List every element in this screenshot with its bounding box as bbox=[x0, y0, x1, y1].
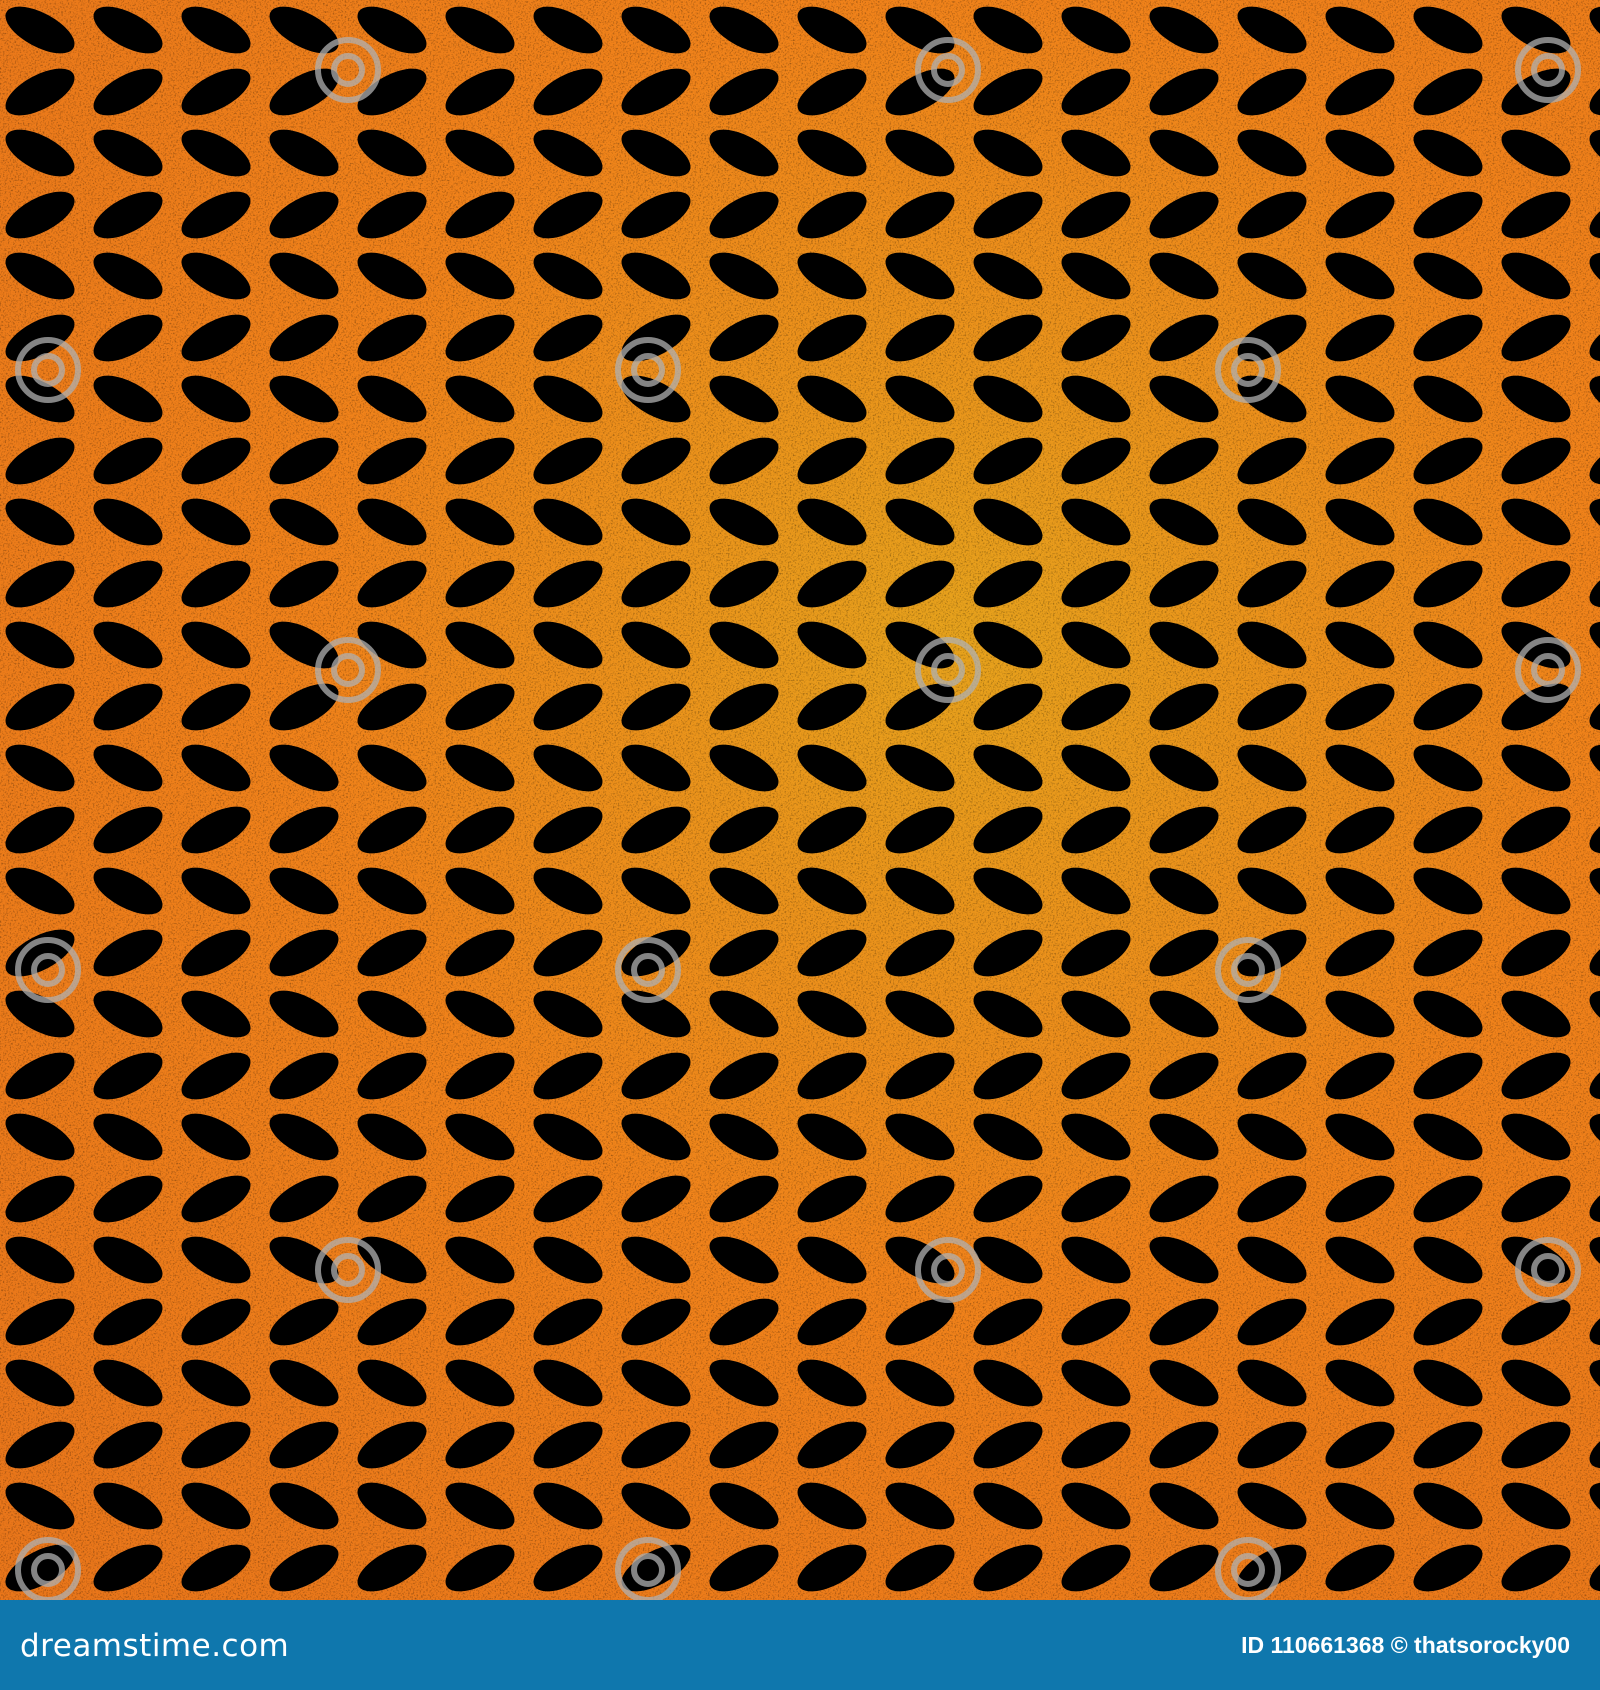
image-credit: ID 110661368 © thatsorocky00 bbox=[1241, 1632, 1570, 1658]
footer-bar: dreamstime.com ID 110661368 © thatsorock… bbox=[0, 1600, 1600, 1690]
dreamstime-logo: dreamstime.com bbox=[20, 1628, 290, 1664]
knit-chevron-pattern-image bbox=[0, 0, 1600, 1600]
watermark-spiral-icons bbox=[15, 37, 1581, 1600]
